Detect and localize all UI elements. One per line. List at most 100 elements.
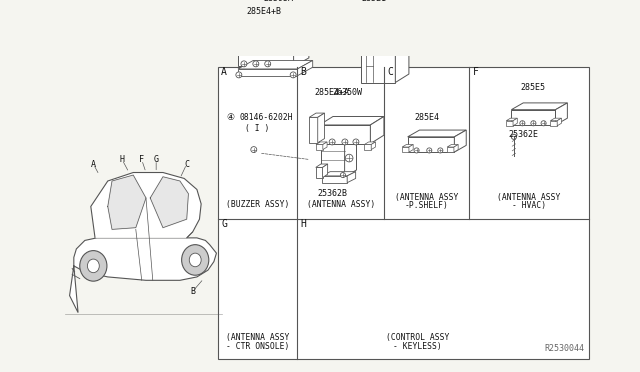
Text: 285E4: 285E4 [414, 113, 439, 122]
Polygon shape [316, 142, 327, 144]
Polygon shape [309, 117, 317, 143]
Text: (ANTENNA ASSY: (ANTENNA ASSY [497, 193, 561, 202]
Polygon shape [319, 125, 371, 144]
Polygon shape [447, 147, 454, 152]
Polygon shape [317, 113, 324, 143]
Circle shape [531, 121, 536, 126]
Polygon shape [316, 144, 323, 150]
Text: G: G [154, 155, 159, 164]
Text: F: F [140, 155, 144, 164]
Text: B: B [190, 287, 195, 296]
Text: ④: ④ [227, 113, 235, 122]
Circle shape [265, 61, 271, 67]
Polygon shape [344, 128, 356, 177]
Polygon shape [506, 121, 513, 126]
Circle shape [253, 61, 259, 67]
Text: H: H [301, 219, 307, 229]
Polygon shape [402, 147, 409, 152]
Polygon shape [454, 130, 466, 152]
Polygon shape [408, 137, 454, 152]
Polygon shape [238, 61, 313, 69]
Text: F: F [473, 67, 479, 77]
Polygon shape [319, 116, 384, 125]
Polygon shape [364, 144, 371, 150]
Polygon shape [322, 176, 347, 183]
Circle shape [511, 134, 516, 140]
Polygon shape [408, 130, 466, 137]
Text: 285E5: 285E5 [521, 83, 546, 92]
Ellipse shape [80, 251, 107, 281]
Polygon shape [316, 164, 328, 167]
Text: 25362E: 25362E [508, 130, 538, 139]
Circle shape [340, 173, 346, 177]
Polygon shape [550, 121, 557, 126]
Polygon shape [362, 33, 409, 42]
Circle shape [241, 61, 247, 67]
Polygon shape [298, 61, 313, 76]
Polygon shape [239, 41, 309, 49]
Text: ( I ): ( I ) [245, 124, 269, 133]
Polygon shape [506, 118, 517, 121]
Polygon shape [108, 175, 146, 230]
Text: (CONTROL ASSY: (CONTROL ASSY [386, 333, 449, 342]
Polygon shape [402, 144, 413, 147]
Circle shape [353, 139, 359, 145]
Polygon shape [364, 142, 376, 144]
Polygon shape [294, 41, 309, 66]
Text: 28595A: 28595A [264, 0, 294, 3]
Polygon shape [557, 118, 561, 126]
Polygon shape [556, 103, 568, 125]
Text: 285E1: 285E1 [362, 0, 387, 3]
Circle shape [329, 139, 335, 145]
Polygon shape [238, 69, 298, 76]
Polygon shape [371, 116, 384, 144]
Circle shape [346, 154, 353, 162]
Polygon shape [91, 173, 201, 238]
Polygon shape [309, 113, 324, 117]
Circle shape [438, 148, 443, 153]
Text: 08146-6202H: 08146-6202H [239, 113, 293, 122]
Polygon shape [447, 144, 458, 147]
Text: B: B [301, 67, 307, 77]
Polygon shape [550, 118, 561, 121]
Text: 285E4+A: 285E4+A [315, 88, 349, 97]
Text: H: H [120, 155, 125, 164]
Polygon shape [511, 110, 556, 125]
Circle shape [236, 72, 242, 78]
Text: 285E4+B: 285E4+B [247, 7, 282, 16]
Ellipse shape [189, 253, 201, 267]
Polygon shape [323, 164, 328, 177]
Text: A: A [91, 160, 96, 169]
Circle shape [520, 121, 525, 126]
Polygon shape [362, 42, 396, 83]
Circle shape [427, 148, 432, 153]
Circle shape [289, 28, 294, 33]
Bar [218, 67, 589, 359]
Polygon shape [322, 171, 356, 176]
Text: (BUZZER ASSY): (BUZZER ASSY) [226, 200, 289, 209]
Text: - HVAC): - HVAC) [512, 201, 546, 210]
Ellipse shape [88, 259, 99, 273]
Circle shape [290, 72, 296, 78]
Polygon shape [321, 128, 356, 134]
Text: - CTR ONSOLE): - CTR ONSOLE) [226, 342, 289, 351]
Polygon shape [323, 142, 327, 150]
Text: (ANTENNA ASSY: (ANTENNA ASSY [395, 193, 458, 202]
Circle shape [541, 121, 546, 126]
Polygon shape [239, 49, 294, 66]
Ellipse shape [182, 245, 209, 275]
Text: - KEYLESS): - KEYLESS) [393, 342, 442, 351]
Circle shape [342, 139, 348, 145]
Polygon shape [150, 177, 188, 228]
Text: -P.SHELF): -P.SHELF) [405, 201, 449, 210]
Polygon shape [454, 144, 458, 152]
Circle shape [414, 148, 419, 153]
Text: C: C [387, 67, 394, 77]
Polygon shape [396, 33, 409, 83]
Polygon shape [371, 142, 376, 150]
Polygon shape [321, 134, 344, 177]
Polygon shape [511, 103, 568, 110]
Polygon shape [409, 144, 413, 152]
Text: R2530044: R2530044 [545, 344, 585, 353]
Text: 25362B: 25362B [317, 189, 347, 199]
